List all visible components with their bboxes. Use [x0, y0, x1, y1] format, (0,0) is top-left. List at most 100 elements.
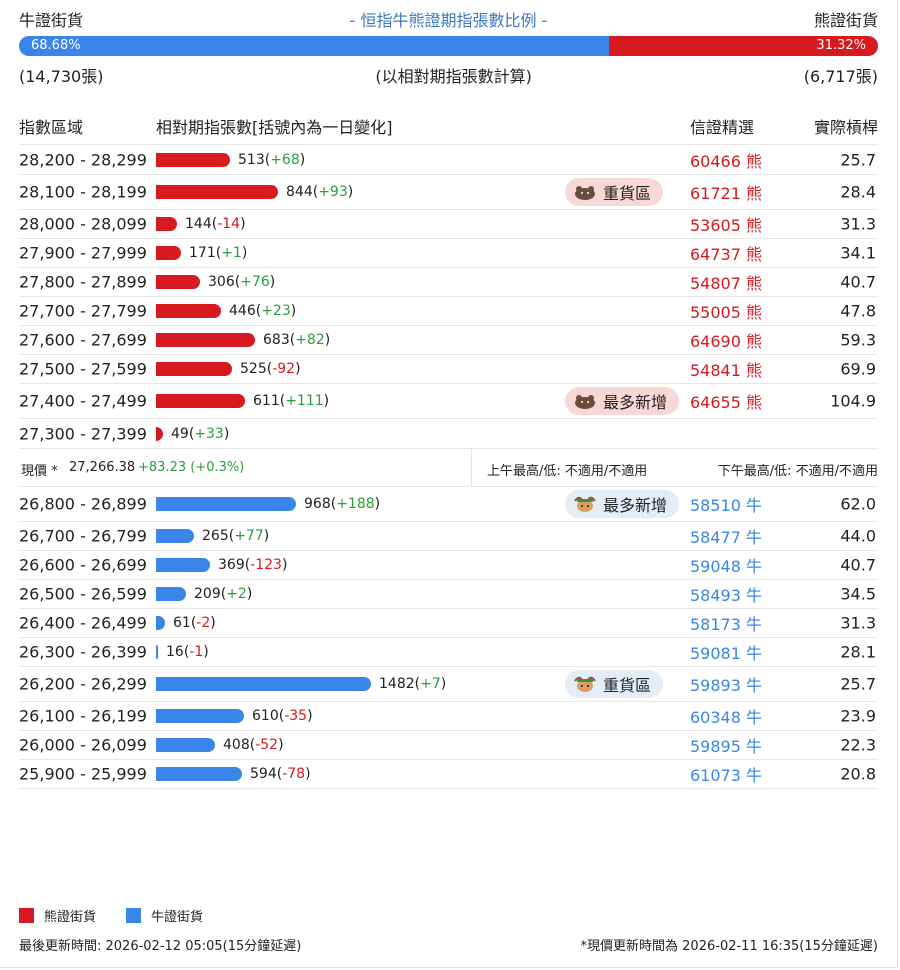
bear-icon	[573, 183, 597, 201]
qty-change: -35	[284, 708, 308, 724]
warrant-link[interactable]: 53605 熊	[690, 216, 762, 235]
bear-zone-badge: 重貨區	[565, 178, 664, 206]
qty-number: 968(	[304, 496, 337, 512]
bull-zone-badge: 重貨區	[565, 670, 664, 698]
warrant-link[interactable]: 60348 牛	[690, 708, 762, 727]
range-label: 26,600 - 26,699	[19, 555, 147, 575]
bear-qty-bar	[156, 394, 245, 408]
bull-table-row: 26,400 - 26,499 61(-2) 58173 牛 31.3	[19, 609, 878, 638]
warrant-link[interactable]: 58477 牛	[690, 528, 762, 547]
last-updated: 最後更新時間: 2026-02-12 05:05(15分鐘延遲)	[19, 939, 302, 954]
price-change: +83.23 (+0.3%)	[138, 460, 245, 475]
bull-qty-bar	[156, 709, 244, 723]
qty-number: 209(	[194, 586, 227, 602]
ratio-bar: 68.68% 31.32%	[19, 36, 878, 56]
qty-number: 16(	[166, 644, 190, 660]
leverage-value: 31.3	[840, 214, 876, 234]
footer: 最後更新時間: 2026-02-12 05:05(15分鐘延遲) *現價更新時間…	[19, 935, 878, 954]
bear-table-row: 27,600 - 27,699 683(+82) 64690 熊 59.3	[19, 326, 878, 355]
range-label: 26,200 - 26,299	[19, 674, 147, 694]
leverage-value: 23.9	[840, 706, 876, 726]
qty-number: 306(	[208, 274, 241, 290]
warrant-link[interactable]: 58510 牛	[690, 496, 762, 515]
bull-table-row: 25,900 - 25,999 594(-78) 61073 牛 20.8	[19, 760, 878, 789]
warrant-link[interactable]: 59048 牛	[690, 557, 762, 576]
qty-value: 16(-1)	[166, 644, 209, 660]
legend: 熊證街貨 牛證街貨	[19, 906, 203, 925]
qty-number: 683(	[263, 332, 296, 348]
range-label: 26,000 - 26,099	[19, 735, 147, 755]
qty-number: 369(	[218, 557, 251, 573]
leverage-value: 34.5	[840, 584, 876, 604]
bull-icon	[573, 675, 597, 693]
qty-value: 408(-52)	[223, 737, 284, 753]
pm-high-low: 下午最高/低: 不適用/不適用	[717, 464, 878, 479]
bear-table-row: 28,000 - 28,099 144(-14) 53605 熊 31.3	[19, 210, 878, 239]
warrant-link[interactable]: 64737 熊	[690, 245, 762, 264]
qty-number: 265(	[202, 528, 235, 544]
col-warrant: 信證精選	[690, 118, 755, 137]
warrant-link[interactable]: 58173 牛	[690, 615, 762, 634]
range-label: 27,900 - 27,999	[19, 243, 147, 263]
qty-change: +77	[234, 528, 264, 544]
warrant-link[interactable]: 61073 牛	[690, 766, 762, 785]
bull-qty-bar	[156, 497, 296, 511]
qty-value: 683(+82)	[263, 332, 331, 348]
bull-table-row: 26,600 - 26,699 369(-123) 59048 牛 40.7	[19, 551, 878, 580]
qty-change: -78	[282, 766, 306, 782]
qty-change: +7	[420, 676, 441, 692]
count-row: (14,730張) (以相對期指張數計算) (6,717張)	[19, 64, 878, 86]
badge-label: 重貨區	[603, 676, 652, 695]
bear-icon	[573, 392, 597, 410]
bull-zone-badge: 最多新增	[565, 490, 680, 518]
bear-table-row: 28,200 - 28,299 513(+68) 60466 熊 25.7	[19, 146, 878, 175]
leverage-value: 104.9	[830, 391, 876, 411]
qty-value: 1482(+7)	[379, 676, 447, 692]
bull-qty-bar	[156, 677, 371, 691]
warrant-link[interactable]: 64655 熊	[690, 393, 762, 412]
leverage-value: 20.8	[840, 764, 876, 784]
warrant-link[interactable]: 54807 熊	[690, 274, 762, 293]
qty-value: 61(-2)	[173, 615, 216, 631]
qty-number: 49(	[171, 425, 195, 442]
qty-value: 594(-78)	[250, 766, 311, 782]
warrant-link[interactable]: 60466 熊	[690, 152, 762, 171]
qty-change: +76	[240, 274, 270, 290]
ratio-bear-segment: 31.32%	[608, 36, 878, 56]
badge-label: 最多新增	[603, 393, 668, 412]
col-leverage: 實際槓桿	[813, 118, 878, 137]
qty-value: 844(+93)	[286, 184, 354, 200]
warrant-link[interactable]: 58493 牛	[690, 586, 762, 605]
warrant-link[interactable]: 64690 熊	[690, 332, 762, 351]
qty-value: 525(-92)	[240, 361, 301, 377]
range-label: 28,200 - 28,299	[19, 150, 147, 170]
qty-change: +23	[261, 303, 291, 319]
table-header: 指數區域 相對期指張數[括號內為一日變化] 信證精選 實際槓桿	[19, 114, 878, 142]
qty-number: 525(	[240, 361, 273, 377]
qty-value: 610(-35)	[252, 708, 313, 724]
qty-value: 171(+1)	[189, 245, 248, 261]
leverage-value: 59.3	[840, 330, 876, 350]
bear-count: (6,717張)	[803, 67, 878, 86]
qty-value: 209(+2)	[194, 586, 253, 602]
range-label: 28,100 - 28,199	[19, 182, 147, 202]
warrant-link[interactable]: 54841 熊	[690, 361, 762, 380]
qty-change: +68	[270, 152, 300, 168]
warrant-link[interactable]: 59081 牛	[690, 644, 762, 663]
qty-value: 369(-123)	[218, 557, 288, 573]
qty-change: +33	[194, 425, 224, 442]
bull-table-row: 26,500 - 26,599 209(+2) 58493 牛 34.5	[19, 580, 878, 609]
warrant-link[interactable]: 59895 牛	[690, 737, 762, 756]
bull-qty-bar	[156, 529, 194, 543]
bull-table-row: 26,000 - 26,099 408(-52) 59895 牛 22.3	[19, 731, 878, 760]
warrant-link[interactable]: 55005 熊	[690, 303, 762, 322]
warrant-link[interactable]: 59893 牛	[690, 676, 762, 695]
warrant-link[interactable]: 61721 熊	[690, 184, 762, 203]
range-label: 27,300 - 27,399	[19, 424, 147, 443]
qty-value: 144(-14)	[185, 216, 246, 232]
qty-change: +111	[285, 393, 324, 409]
range-label: 27,700 - 27,799	[19, 301, 147, 321]
qty-change: -92	[272, 361, 296, 377]
leverage-value: 69.9	[840, 359, 876, 379]
range-label: 26,800 - 26,899	[19, 494, 147, 514]
